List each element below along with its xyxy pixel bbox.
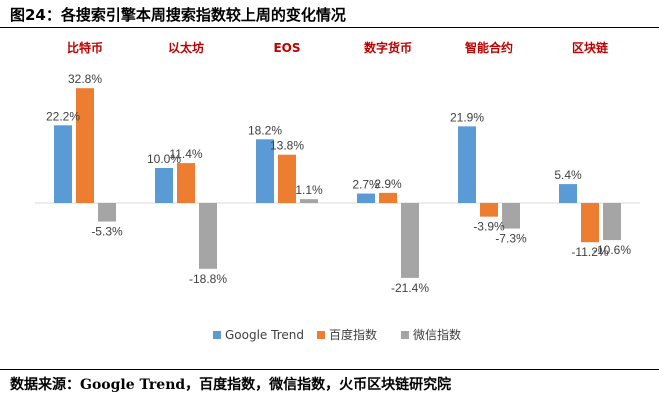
legend-swatch [401,331,409,339]
bar [401,203,419,278]
bar [199,203,217,269]
bar [98,203,116,222]
bar [76,88,94,203]
bars [54,88,621,278]
data-label: 11.4% [169,147,202,161]
data-label: 10.0% [147,152,181,166]
legend: Google Trend 百度指数 微信指数 [213,327,461,342]
data-label: -7.3% [495,232,527,246]
bar [581,203,599,243]
data-label: -10.6% [593,243,631,257]
data-label: -21.4% [391,281,429,295]
category-label: 区块链 [572,40,609,55]
data-label: 32.8% [68,72,102,86]
legend-entry: 微信指数 [413,327,461,342]
category-label: EOS [273,41,300,55]
data-label: 2.9% [374,177,402,191]
bar [480,203,498,217]
category-label: 智能合约 [464,40,513,55]
bar [379,192,397,203]
legend-entry: Google Trend [225,328,304,342]
data-label: 2.7% [352,178,380,192]
chart-title: 图24：各搜索引擎本周搜索指数较上周的变化情况 [10,6,346,24]
bar [603,203,621,241]
category-label: 比特币 [67,40,103,55]
bar [278,154,296,203]
data-label: 18.2% [248,123,282,137]
category-label: 数字货币 [364,40,412,55]
legend-swatch [213,331,221,339]
data-labels: 22.2% 32.8% -5.3% 10.0%11.4% -18.8% 18.2% 13.8… [46,72,631,295]
bar [54,125,72,203]
source-rule [0,369,659,370]
data-label: 21.9% [450,110,484,124]
data-label: 13.8% [270,139,304,153]
category-label: 以太坊 [168,40,204,55]
data-label: 22.2% [46,109,80,123]
bar [357,193,375,203]
data-label: 5.4% [554,168,582,182]
data-label: -11.2% [571,245,608,259]
legend-swatch [317,331,325,339]
bar [458,126,476,203]
bar [177,163,195,203]
data-label: -18.8% [189,272,227,286]
legend-entry: 百度指数 [329,327,377,342]
bar [256,139,274,203]
data-label: 1.1% [295,183,323,197]
title-rule [0,27,659,28]
bar [300,199,318,203]
bar [559,184,577,203]
data-label: -5.3% [91,225,123,239]
bar [502,203,520,229]
data-label: -3.9% [473,220,505,234]
source-note: 数据来源：Google Trend，百度指数，微信指数，火币区块链研究院 [10,377,452,393]
bar [155,168,173,203]
category-labels: 比特币 以太坊 EOS 数字货币 智能合约 区块链 [67,40,609,55]
